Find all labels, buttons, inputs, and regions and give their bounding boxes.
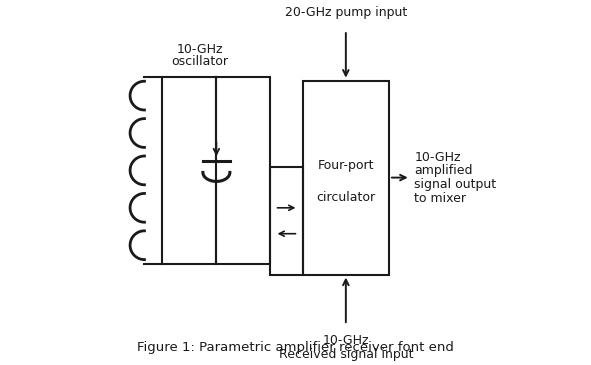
Text: Four-port: Four-port — [317, 160, 374, 172]
Text: Received signal input: Received signal input — [278, 348, 413, 361]
Text: 20-GHz pump input: 20-GHz pump input — [285, 6, 407, 19]
Text: oscillator: oscillator — [172, 55, 229, 68]
Bar — [163, 77, 270, 264]
Text: 10-GHz: 10-GHz — [323, 334, 369, 347]
Text: 10-GHz: 10-GHz — [414, 151, 460, 164]
Text: to mixer: to mixer — [414, 192, 466, 205]
Text: signal output: signal output — [414, 178, 496, 191]
Bar — [303, 81, 389, 275]
Text: 10-GHz: 10-GHz — [177, 43, 223, 57]
Bar — [270, 167, 303, 275]
Text: Figure 1: Parametric amplifier receiver font end: Figure 1: Parametric amplifier receiver … — [137, 341, 454, 354]
Text: circulator: circulator — [316, 191, 375, 204]
Text: amplified: amplified — [414, 164, 473, 177]
